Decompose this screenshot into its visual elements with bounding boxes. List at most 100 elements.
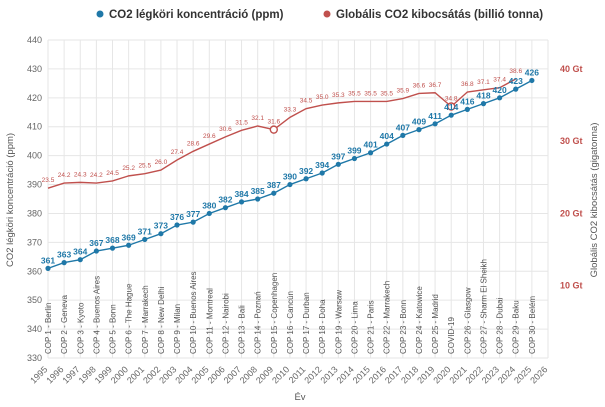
data-label: 364	[73, 247, 87, 257]
cop-label: COP 19 - Warsaw	[334, 290, 343, 354]
data-label: 423	[509, 76, 523, 86]
x-tick-label: 2011	[287, 364, 308, 385]
data-point	[497, 95, 503, 101]
cop-label: COP 12 - Nairobi	[221, 293, 230, 354]
data-label: 426	[525, 67, 539, 77]
data-label: 377	[186, 209, 200, 219]
y-axis-label: CO2 légköri koncentráció (ppm)	[5, 133, 16, 267]
data-label: 409	[412, 117, 426, 127]
x-tick-label: 2015	[351, 364, 372, 385]
data-label: 27.4	[171, 149, 184, 156]
y-tick-label: 440	[27, 35, 42, 45]
cop-label: COP 2 - Geneva	[60, 294, 69, 354]
data-point	[319, 170, 325, 176]
data-point	[464, 106, 470, 112]
y-axis-left: 330 340 350 360 370 380 390 400 410 420 430 440	[27, 35, 42, 363]
x-tick-label: 1998	[77, 364, 98, 385]
data-label: 36.6	[413, 82, 426, 89]
x-tick-label: 1999	[93, 364, 114, 385]
x-tick-label: 2003	[157, 364, 178, 385]
x-tick-label: 2017	[383, 364, 404, 385]
data-point	[126, 242, 132, 248]
data-label: 24.2	[90, 172, 103, 179]
data-point	[45, 265, 51, 271]
data-label: 367	[89, 238, 103, 248]
data-label: 35.3	[332, 92, 345, 99]
data-point	[77, 257, 83, 263]
x-tick-label: 2012	[302, 364, 323, 385]
data-point	[335, 161, 341, 167]
y2-tick-label: 10 Gt	[560, 281, 583, 291]
data-point	[174, 222, 180, 228]
x-tick-label: 1997	[60, 364, 81, 385]
data-point	[158, 231, 164, 237]
x-tick-label: 2022	[464, 364, 485, 385]
x-tick-label: 2009	[254, 364, 275, 385]
data-label: 35.0	[316, 94, 329, 101]
data-label: 29.6	[203, 133, 216, 140]
data-label: 25.5	[138, 163, 151, 170]
series-line	[47, 78, 517, 189]
data-label: 397	[331, 151, 345, 161]
cop-label: COP 21 - Paris	[367, 300, 376, 354]
data-label: 36.8	[461, 81, 474, 88]
data-label: 368	[105, 235, 119, 245]
cop-label: COP 25 - Madrid	[431, 294, 440, 354]
data-label: 371	[138, 226, 152, 236]
x-tick-label: 2019	[415, 364, 436, 385]
data-label: 37.4	[493, 77, 506, 84]
data-label: 38.6	[509, 68, 522, 75]
cop-label: COP 16 - Cancún	[286, 291, 295, 354]
data-point	[93, 248, 99, 254]
cop-label: COP 6 - The Hague	[125, 283, 134, 354]
cop-label: COP 13 - Bali	[238, 305, 247, 354]
legend-marker-co2	[96, 10, 104, 18]
data-label: 35.5	[364, 90, 377, 97]
data-point	[61, 260, 67, 266]
data-label: 361	[41, 255, 55, 265]
data-point	[448, 112, 454, 118]
data-label: 35.5	[348, 90, 361, 97]
cop-label: COP 5 - Bonn	[109, 304, 118, 354]
data-label: 387	[267, 180, 281, 190]
cop-label: COP 30 - Belém	[528, 296, 537, 354]
cop-label: COP 29 - Baku	[512, 300, 521, 354]
x-tick-label: 2006	[206, 364, 227, 385]
x-axis-label: Év	[294, 392, 305, 403]
data-label: 31.6	[267, 119, 280, 126]
data-label: 369	[122, 232, 136, 242]
cop-label: COP 23 - Bonn	[399, 300, 408, 354]
y2-tick-label: 30 Gt	[560, 136, 583, 146]
data-point	[351, 155, 358, 162]
x-tick-label: 2008	[238, 364, 259, 385]
cop-label: COVID-19	[447, 317, 456, 354]
data-point	[238, 199, 245, 205]
data-label: 384	[234, 189, 248, 199]
cop-label: COP 3 - Kyoto	[76, 302, 85, 354]
data-label: 24.5	[106, 170, 119, 177]
data-point	[206, 210, 212, 217]
cop-label: COP 22 - Marrakech	[383, 281, 392, 354]
data-label: 23.5	[42, 177, 55, 184]
grid	[47, 39, 549, 359]
data-label: 385	[251, 186, 265, 196]
x-tick-label: 2023	[480, 364, 501, 385]
data-point	[384, 141, 390, 147]
x-tick-label: 2021	[448, 364, 469, 385]
y-tick-label: 410	[27, 122, 42, 132]
data-label: 420	[493, 85, 507, 95]
data-point	[480, 101, 487, 107]
data-label: 32.1	[251, 115, 264, 122]
legend-marker-emissions	[323, 10, 331, 18]
x-tick-label: 2007	[222, 364, 243, 385]
x-tick-label: 2013	[319, 364, 340, 385]
data-label: 30.6	[219, 126, 232, 133]
data-label: 24.3	[74, 171, 87, 178]
data-point	[367, 150, 374, 156]
data-label: 25.2	[122, 165, 135, 172]
x-tick-label: 1996	[44, 364, 65, 385]
cop-label: COP 24 - Katowice	[415, 286, 424, 354]
data-label: 33.3	[284, 106, 297, 113]
